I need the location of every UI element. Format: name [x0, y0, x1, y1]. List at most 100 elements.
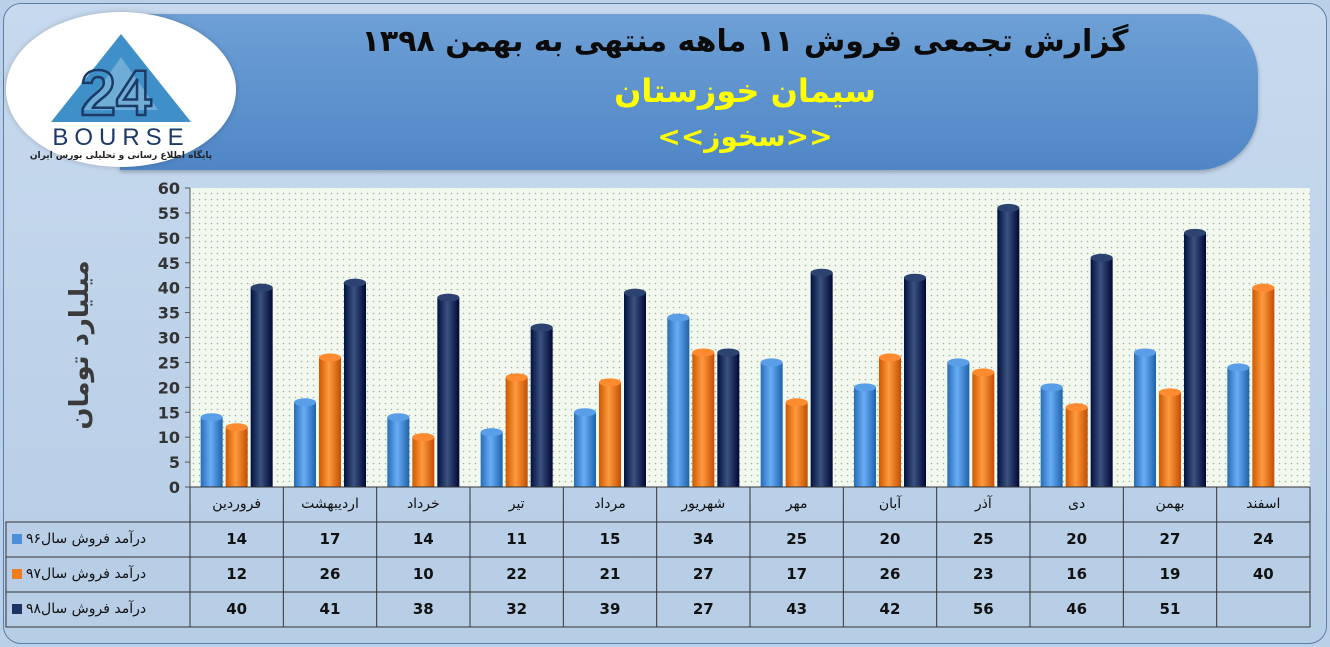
- bar-2-3: [412, 437, 435, 487]
- series-label-1: درآمد فروش سال۹۶: [26, 531, 147, 547]
- bar-1-5: [574, 412, 596, 487]
- bar-cap-3-2: [344, 278, 366, 287]
- bar-cap-3-6: [717, 348, 740, 357]
- bar-3-4: [530, 327, 553, 487]
- legend-key-2: [12, 569, 22, 579]
- series-label-2: درآمد فروش سال۹۷: [26, 566, 147, 582]
- logo-tagline: پایگاه اطلاع رسانی و تحلیلی بورس ایران: [29, 151, 213, 161]
- x-tick-label: آذر: [974, 496, 992, 512]
- bar-cap-3-11: [1184, 228, 1206, 237]
- table-cell: 38: [412, 600, 434, 618]
- y-tick-label: 45: [158, 254, 180, 273]
- bar-2-1: [225, 427, 248, 487]
- y-tick-label: 60: [158, 179, 180, 198]
- bar-3-8: [904, 277, 926, 487]
- x-tick-label: بهمن: [1155, 496, 1185, 512]
- bar-3-3: [437, 297, 460, 487]
- bar-2-4: [505, 377, 528, 487]
- series-label-3: درآمد فروش سال۹۸: [26, 601, 147, 617]
- y-tick-label: 0: [169, 478, 180, 497]
- bar-2-2: [319, 357, 341, 487]
- y-tick-label: 5: [169, 453, 180, 472]
- x-tick-label: مهر: [785, 496, 808, 512]
- bar-cap-2-4: [505, 373, 528, 382]
- bar-cap-1-3: [387, 413, 410, 422]
- table-cell: 19: [1159, 565, 1181, 583]
- bar-3-5: [624, 292, 646, 487]
- y-tick-label: 40: [158, 279, 180, 298]
- bar-1-7: [760, 362, 783, 487]
- bar-cap-2-9: [972, 368, 995, 377]
- bar-cap-1-5: [574, 408, 596, 417]
- legend-key-3: [12, 604, 22, 614]
- x-tick-label: آبان: [878, 496, 902, 512]
- bar-cap-3-8: [904, 273, 926, 282]
- bar-cap-3-5: [624, 288, 646, 297]
- bar-1-3: [387, 417, 410, 487]
- y-tick-label: 15: [158, 403, 180, 422]
- table-cell: 27: [692, 565, 714, 583]
- table-cell: 16: [1066, 565, 1088, 583]
- bar-3-9: [997, 207, 1020, 487]
- x-tick-label: تیر: [508, 496, 525, 512]
- legend-key-1: [12, 534, 22, 544]
- company-name: سیمان خوزستان: [614, 72, 876, 110]
- bar-cap-3-10: [1090, 253, 1113, 262]
- bar-cap-3-1: [250, 283, 273, 292]
- table-cell: 34: [692, 530, 714, 548]
- logo-word: BOURSE: [52, 124, 190, 151]
- bar-cap-3-7: [810, 268, 833, 277]
- table-cell: 42: [879, 600, 901, 618]
- x-tick-label: فروردین: [212, 496, 262, 512]
- bar-cap-2-8: [879, 353, 901, 362]
- bar-cap-1-1: [200, 413, 223, 422]
- table-cell: 17: [786, 565, 808, 583]
- x-tick-label: شهریور: [681, 496, 726, 512]
- table-cell: 22: [506, 565, 528, 583]
- y-tick-label: 50: [158, 229, 180, 248]
- table-cell: 40: [226, 600, 248, 618]
- table-cell: 51: [1159, 600, 1181, 618]
- bar-1-1: [200, 417, 223, 487]
- table-cell: 26: [319, 565, 341, 583]
- bar-cap-1-11: [1134, 348, 1156, 357]
- x-tick-label: مرداد: [594, 496, 626, 512]
- bar-1-11: [1134, 352, 1156, 487]
- table-cell: 25: [972, 530, 994, 548]
- bar-cap-3-4: [530, 323, 553, 332]
- y-tick-label: 25: [158, 353, 180, 372]
- bar-cap-2-1: [225, 423, 248, 432]
- bar-2-11: [1159, 392, 1181, 487]
- ticker-symbol: <<سخوز>>: [657, 120, 833, 153]
- bar-cap-2-6: [692, 348, 715, 357]
- bar-cap-1-8: [854, 383, 876, 392]
- table-cell: 41: [319, 600, 341, 618]
- bar-cap-1-4: [480, 428, 503, 437]
- bar-cap-3-3: [437, 293, 460, 302]
- x-tick-label: اردیبهشت: [301, 496, 359, 512]
- bar-cap-1-9: [947, 358, 970, 367]
- bar-1-8: [854, 387, 876, 487]
- bar-cap-2-11: [1159, 388, 1181, 397]
- table-cell: 43: [786, 600, 808, 618]
- bar-3-10: [1090, 257, 1113, 487]
- table-cell: 32: [506, 600, 528, 618]
- table-cell: 56: [972, 600, 994, 618]
- bar-cap-1-7: [760, 358, 783, 367]
- table-cell: 17: [319, 530, 341, 548]
- title-banner: [120, 14, 1258, 170]
- table-cell: 23: [972, 565, 994, 583]
- bar-3-1: [250, 287, 273, 487]
- bar-2-12: [1252, 287, 1275, 487]
- bourse24-logo: 24 BOURSE پایگاه اطلاع رسانی و تحلیلی بو…: [6, 12, 236, 167]
- y-tick-label: 20: [158, 378, 180, 397]
- bar-2-6: [692, 352, 715, 487]
- bar-3-6: [717, 352, 740, 487]
- bar-cap-2-2: [319, 353, 341, 362]
- bar-2-5: [599, 382, 621, 487]
- bar-cap-1-12: [1227, 363, 1250, 372]
- bar-cap-2-7: [785, 398, 808, 407]
- bar-1-9: [947, 362, 970, 487]
- plot-area: [190, 188, 1310, 487]
- table-cell: 27: [692, 600, 714, 618]
